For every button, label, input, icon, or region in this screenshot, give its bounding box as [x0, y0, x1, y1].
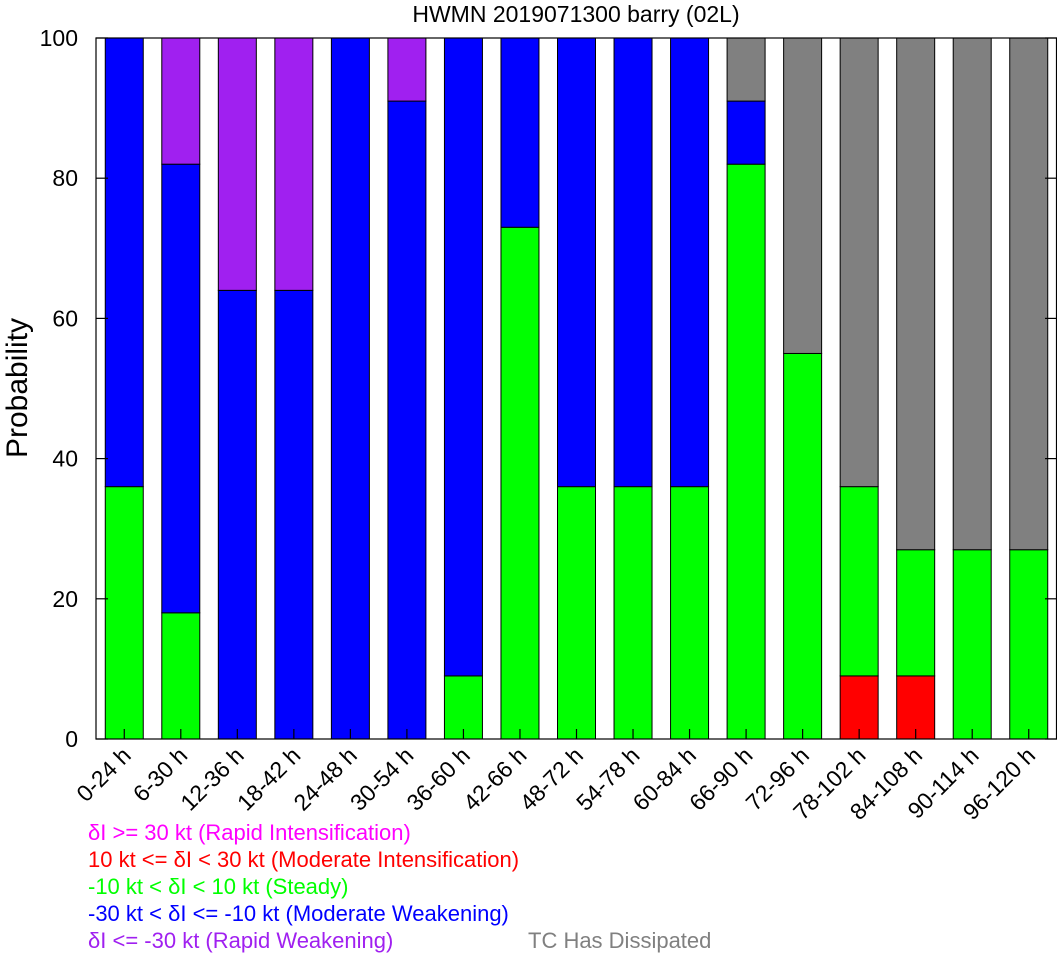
legend-steady: -10 kt < δI < 10 kt (Steady)	[88, 874, 349, 899]
bar-segment-mw-5	[387, 100, 427, 740]
bar-segment-mw-11	[726, 100, 766, 165]
x-tick-label-2: 12-36 h	[175, 742, 249, 816]
bar-segment-st-13	[839, 486, 879, 677]
x-tick-label-0: 0-24 h	[71, 742, 136, 807]
x-tick-label-6: 36-60 h	[401, 742, 475, 816]
bar-segment-st-6	[443, 675, 483, 740]
bar-segment-st-16	[1009, 549, 1049, 740]
bar-segment-st-15	[952, 549, 992, 740]
bar-segment-st-14	[896, 549, 936, 677]
legend-moderate-weakening: -30 kt < δI <= -10 kt (Moderate Weakenin…	[88, 901, 509, 926]
bar-segment-dis-16	[1009, 37, 1049, 551]
y-axis-label: Probability	[1, 318, 34, 458]
bar-segment-rw-2	[217, 37, 257, 291]
y-tick-label-100: 100	[40, 25, 78, 51]
y-tick-labels: 0 20 40 60 80 100	[40, 25, 78, 752]
bar-segment-rw-3	[274, 37, 314, 291]
bar-segment-st-10	[670, 486, 710, 740]
bar-segment-dis-14	[896, 37, 936, 551]
bar-segment-st-12	[783, 352, 823, 740]
y-tick-label-40: 40	[52, 446, 78, 472]
y-tick-label-60: 60	[52, 305, 78, 331]
bar-segment-mw-1	[161, 163, 201, 614]
x-tick-label-9: 54-78 h	[571, 742, 645, 816]
legend-rapid-weakening: δI <= -30 kt (Rapid Weakening)	[88, 928, 394, 953]
bar-segment-st-1	[161, 612, 201, 740]
bar-segment-mw-9	[613, 37, 653, 488]
legend-rapid-intensification: δI >= 30 kt (Rapid Intensification)	[88, 820, 411, 845]
bar-segment-mw-4	[330, 37, 370, 740]
bar-segment-mw-7	[500, 37, 540, 228]
bar-segment-st-9	[613, 486, 653, 740]
bar-segment-st-11	[726, 163, 766, 740]
legend-dissipated: TC Has Dissipated	[528, 928, 712, 953]
bar-segment-mw-6	[443, 37, 483, 677]
y-tick-label-80: 80	[52, 165, 78, 191]
bar-segment-mw-10	[670, 37, 710, 488]
bar-segment-mw-3	[274, 289, 314, 740]
bar-segment-rw-5	[387, 37, 427, 102]
bar-segment-st-7	[500, 226, 540, 740]
bar-segment-st-8	[557, 486, 596, 740]
bar-segment-st-0	[104, 486, 144, 740]
bar-segment-rw-1	[161, 37, 201, 165]
bar-segment-dis-11	[726, 37, 766, 102]
bar-segment-mw-0	[104, 37, 144, 488]
x-tick-labels: 0-24 h6-30 h12-36 h18-42 h24-48 h30-54 h…	[71, 742, 1040, 825]
y-tick-label-0: 0	[65, 726, 78, 752]
y-tick-label-20: 20	[52, 586, 78, 612]
bar-segment-dis-13	[839, 37, 879, 488]
bar-segment-mw-2	[217, 289, 257, 740]
bar-segment-dis-12	[783, 37, 823, 354]
bar-segment-dis-15	[952, 37, 992, 551]
chart-title: HWMN 2019071300 barry (02L)	[412, 1, 739, 27]
bar-segment-mw-8	[557, 37, 596, 488]
bars-layer	[104, 37, 1049, 740]
bar-segment-mi-13	[839, 675, 879, 740]
legend-moderate-intensification: 10 kt <= δI < 30 kt (Moderate Intensific…	[88, 847, 520, 872]
